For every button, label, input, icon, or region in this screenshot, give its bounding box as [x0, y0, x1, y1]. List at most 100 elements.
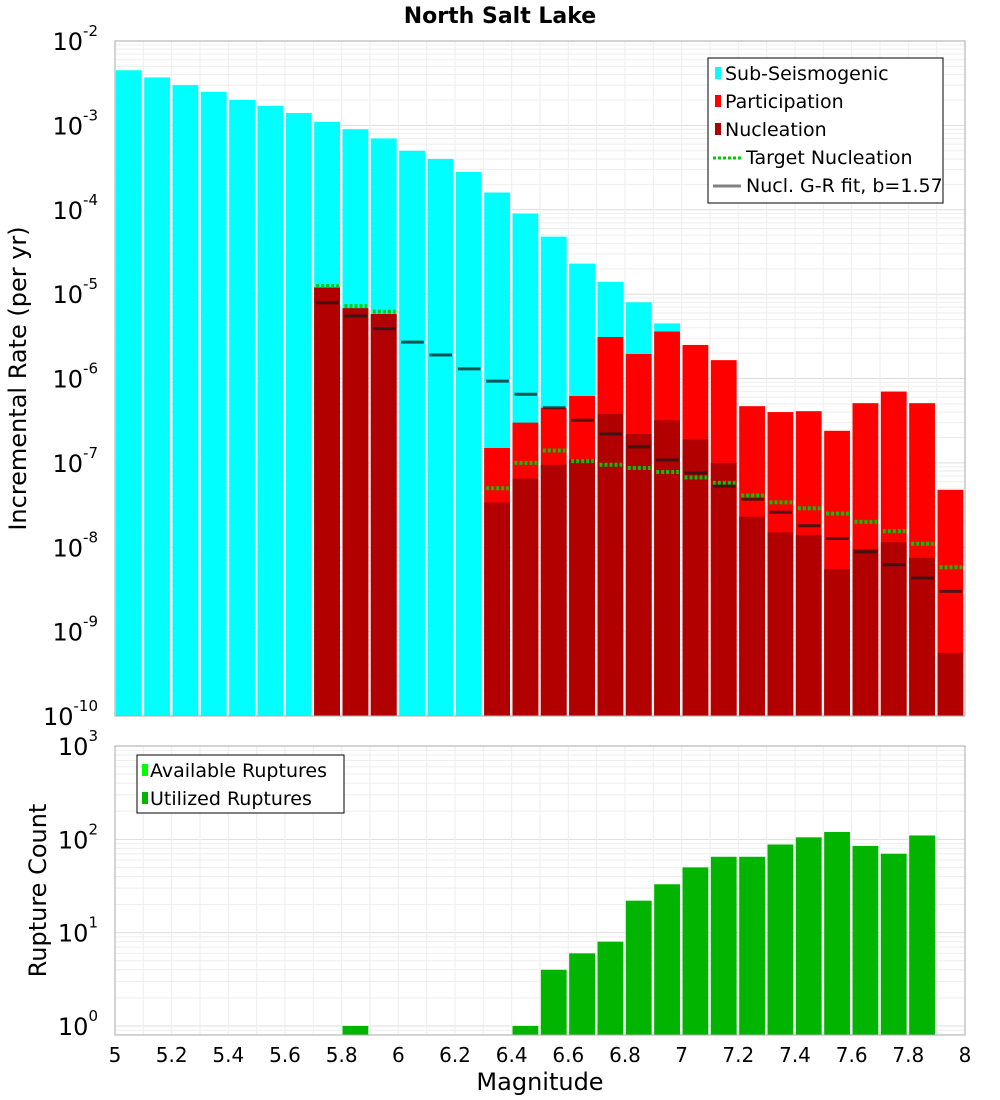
sub-seismogenic-bar: [455, 172, 482, 716]
y-tick-label: 10-6: [52, 360, 98, 394]
x-tick-label: 6.2: [439, 1043, 471, 1067]
y-tick-label: 10-4: [52, 191, 98, 225]
nucleation-bar: [314, 287, 340, 716]
rate-bars: [115, 70, 964, 717]
y-tick-label: 10-8: [52, 528, 98, 562]
x-tick-label: 8: [959, 1043, 972, 1067]
utilized-ruptures-bar: [654, 884, 680, 1035]
x-tick-label: 7.8: [892, 1043, 924, 1067]
nucleation-bar: [909, 557, 935, 716]
rate-y-axis-label: Incremental Rate (per yr): [4, 226, 32, 530]
legend-label: Nucleation: [725, 119, 827, 141]
x-tick-label: 7.4: [779, 1043, 811, 1067]
rate-dashes: [316, 283, 963, 593]
y-tick-label: 10-9: [52, 613, 98, 647]
nucleation-bar: [710, 462, 737, 716]
count-y-axis-label: Rupture Count: [24, 804, 52, 978]
nucleation-bar: [597, 413, 624, 716]
x-ticks: 5 5.2 5.4 5.6 5.8 6 6.2 6.4 6.6 6.8 7 7.2 7.4 7.6 7.8 8: [109, 1043, 972, 1067]
sub-seismogenic-bar: [229, 99, 255, 717]
utilized-ruptures-bar: [739, 856, 765, 1035]
utilized-ruptures-bar: [342, 1025, 369, 1035]
sub-seismogenic-bar: [144, 77, 170, 716]
sub-seismogenic-bar: [285, 113, 312, 716]
utilized-ruptures-bar: [540, 969, 567, 1035]
y-tick-label: 10-7: [52, 444, 98, 478]
sub-seismogenic-bar: [172, 85, 199, 716]
legend-swatch: [715, 67, 721, 79]
y-tick-label: 103: [58, 727, 98, 761]
nucleation-bar: [937, 652, 964, 716]
nucleation-bar: [880, 542, 907, 716]
x-tick-label: 6: [392, 1043, 405, 1067]
x-tick-label: 5.2: [156, 1043, 188, 1067]
x-tick-label: 6.4: [496, 1043, 528, 1067]
rate-panel: 10-2 10-3 10-4 10-5 10-6 10-7 10-8 10-9 10-10 In…: [4, 22, 966, 731]
utilized-ruptures-bar: [909, 835, 935, 1035]
y-tick-label: 100: [58, 1007, 98, 1041]
nucleation-bar: [739, 516, 765, 716]
x-tick-label: 6.8: [609, 1043, 641, 1067]
nucleation-bar: [654, 420, 680, 716]
nucleation-bar: [484, 502, 510, 716]
legend-label: Sub-Seismogenic: [725, 63, 889, 85]
utilized-ruptures-bar: [512, 1025, 539, 1035]
y-tick-label: 101: [58, 914, 98, 948]
legend-swatch: [715, 123, 721, 135]
utilized-ruptures-bar: [880, 853, 907, 1035]
count-plot-frame: [114, 745, 966, 1036]
nucleation-bar: [540, 464, 567, 716]
nucleation-bar: [852, 549, 879, 716]
utilized-ruptures-bar: [852, 845, 879, 1035]
sub-seismogenic-bar: [427, 158, 454, 717]
count-legend: Available Ruptures Utilized Ruptures: [136, 754, 345, 814]
x-tick-label: 6.6: [552, 1043, 584, 1067]
x-axis-label: Magnitude: [476, 1068, 603, 1096]
x-tick-label: 5.6: [269, 1043, 301, 1067]
x-tick-label: 5.8: [326, 1043, 358, 1067]
utilized-ruptures-bar: [824, 831, 850, 1035]
nucleation-bar: [625, 433, 652, 716]
x-tick-label: 5.4: [212, 1043, 244, 1067]
x-tick-label: 7.6: [836, 1043, 868, 1067]
x-tick-label: 7.2: [722, 1043, 754, 1067]
sub-seismogenic-bar: [399, 150, 425, 716]
y-tick-label: 10-10: [43, 697, 98, 731]
legend-label: Available Ruptures: [150, 760, 327, 782]
nucleation-bar: [824, 569, 850, 716]
y-tick-label: 10-3: [52, 106, 98, 140]
legend-box: [136, 754, 345, 814]
legend-box: [707, 57, 944, 204]
legend-label: Target Nucleation: [745, 147, 913, 169]
y-tick-label: 102: [58, 820, 98, 854]
sub-seismogenic-bar: [257, 105, 284, 717]
legend-label: Participation: [725, 91, 844, 113]
utilized-ruptures-bar: [710, 856, 737, 1035]
x-tick-label: 5: [109, 1043, 122, 1067]
chart-title: North Salt Lake: [404, 4, 596, 29]
rate-y-ticks: 10-2 10-3 10-4 10-5 10-6 10-7 10-8 10-9 10-10: [43, 22, 98, 731]
utilized-ruptures-bar: [682, 867, 709, 1035]
legend-swatch: [142, 792, 148, 804]
sub-seismogenic-bar: [200, 91, 227, 716]
count-panel: 103 102 101 100 5 5.2 5.4 5.6 5.8 6 6.2 6.4 6.6 6.8 7…: [24, 727, 971, 1096]
legend-swatch: [715, 95, 721, 107]
x-tick-label: 7: [675, 1043, 688, 1067]
rate-legend: Sub-Seismogenic Participation Nucleation Ta…: [707, 57, 944, 204]
utilized-ruptures-bar: [597, 941, 624, 1035]
legend-label: Nucl. G-R fit, b=1.57: [746, 175, 943, 197]
legend-swatch: [142, 764, 148, 776]
nucleation-bar: [370, 314, 397, 716]
utilized-ruptures-bar: [795, 837, 822, 1035]
count-y-ticks: 103 102 101 100: [58, 727, 98, 1041]
count-bars: [342, 831, 935, 1035]
utilized-ruptures-bar: [767, 844, 794, 1035]
nucleation-bar: [767, 532, 794, 716]
legend-label: Utilized Ruptures: [150, 788, 312, 810]
rate-plot-frame: [114, 40, 966, 717]
nucleation-bar: [795, 534, 822, 716]
nucleation-bar: [569, 459, 595, 716]
utilized-ruptures-bar: [625, 900, 652, 1035]
nucleation-bar: [682, 439, 709, 716]
